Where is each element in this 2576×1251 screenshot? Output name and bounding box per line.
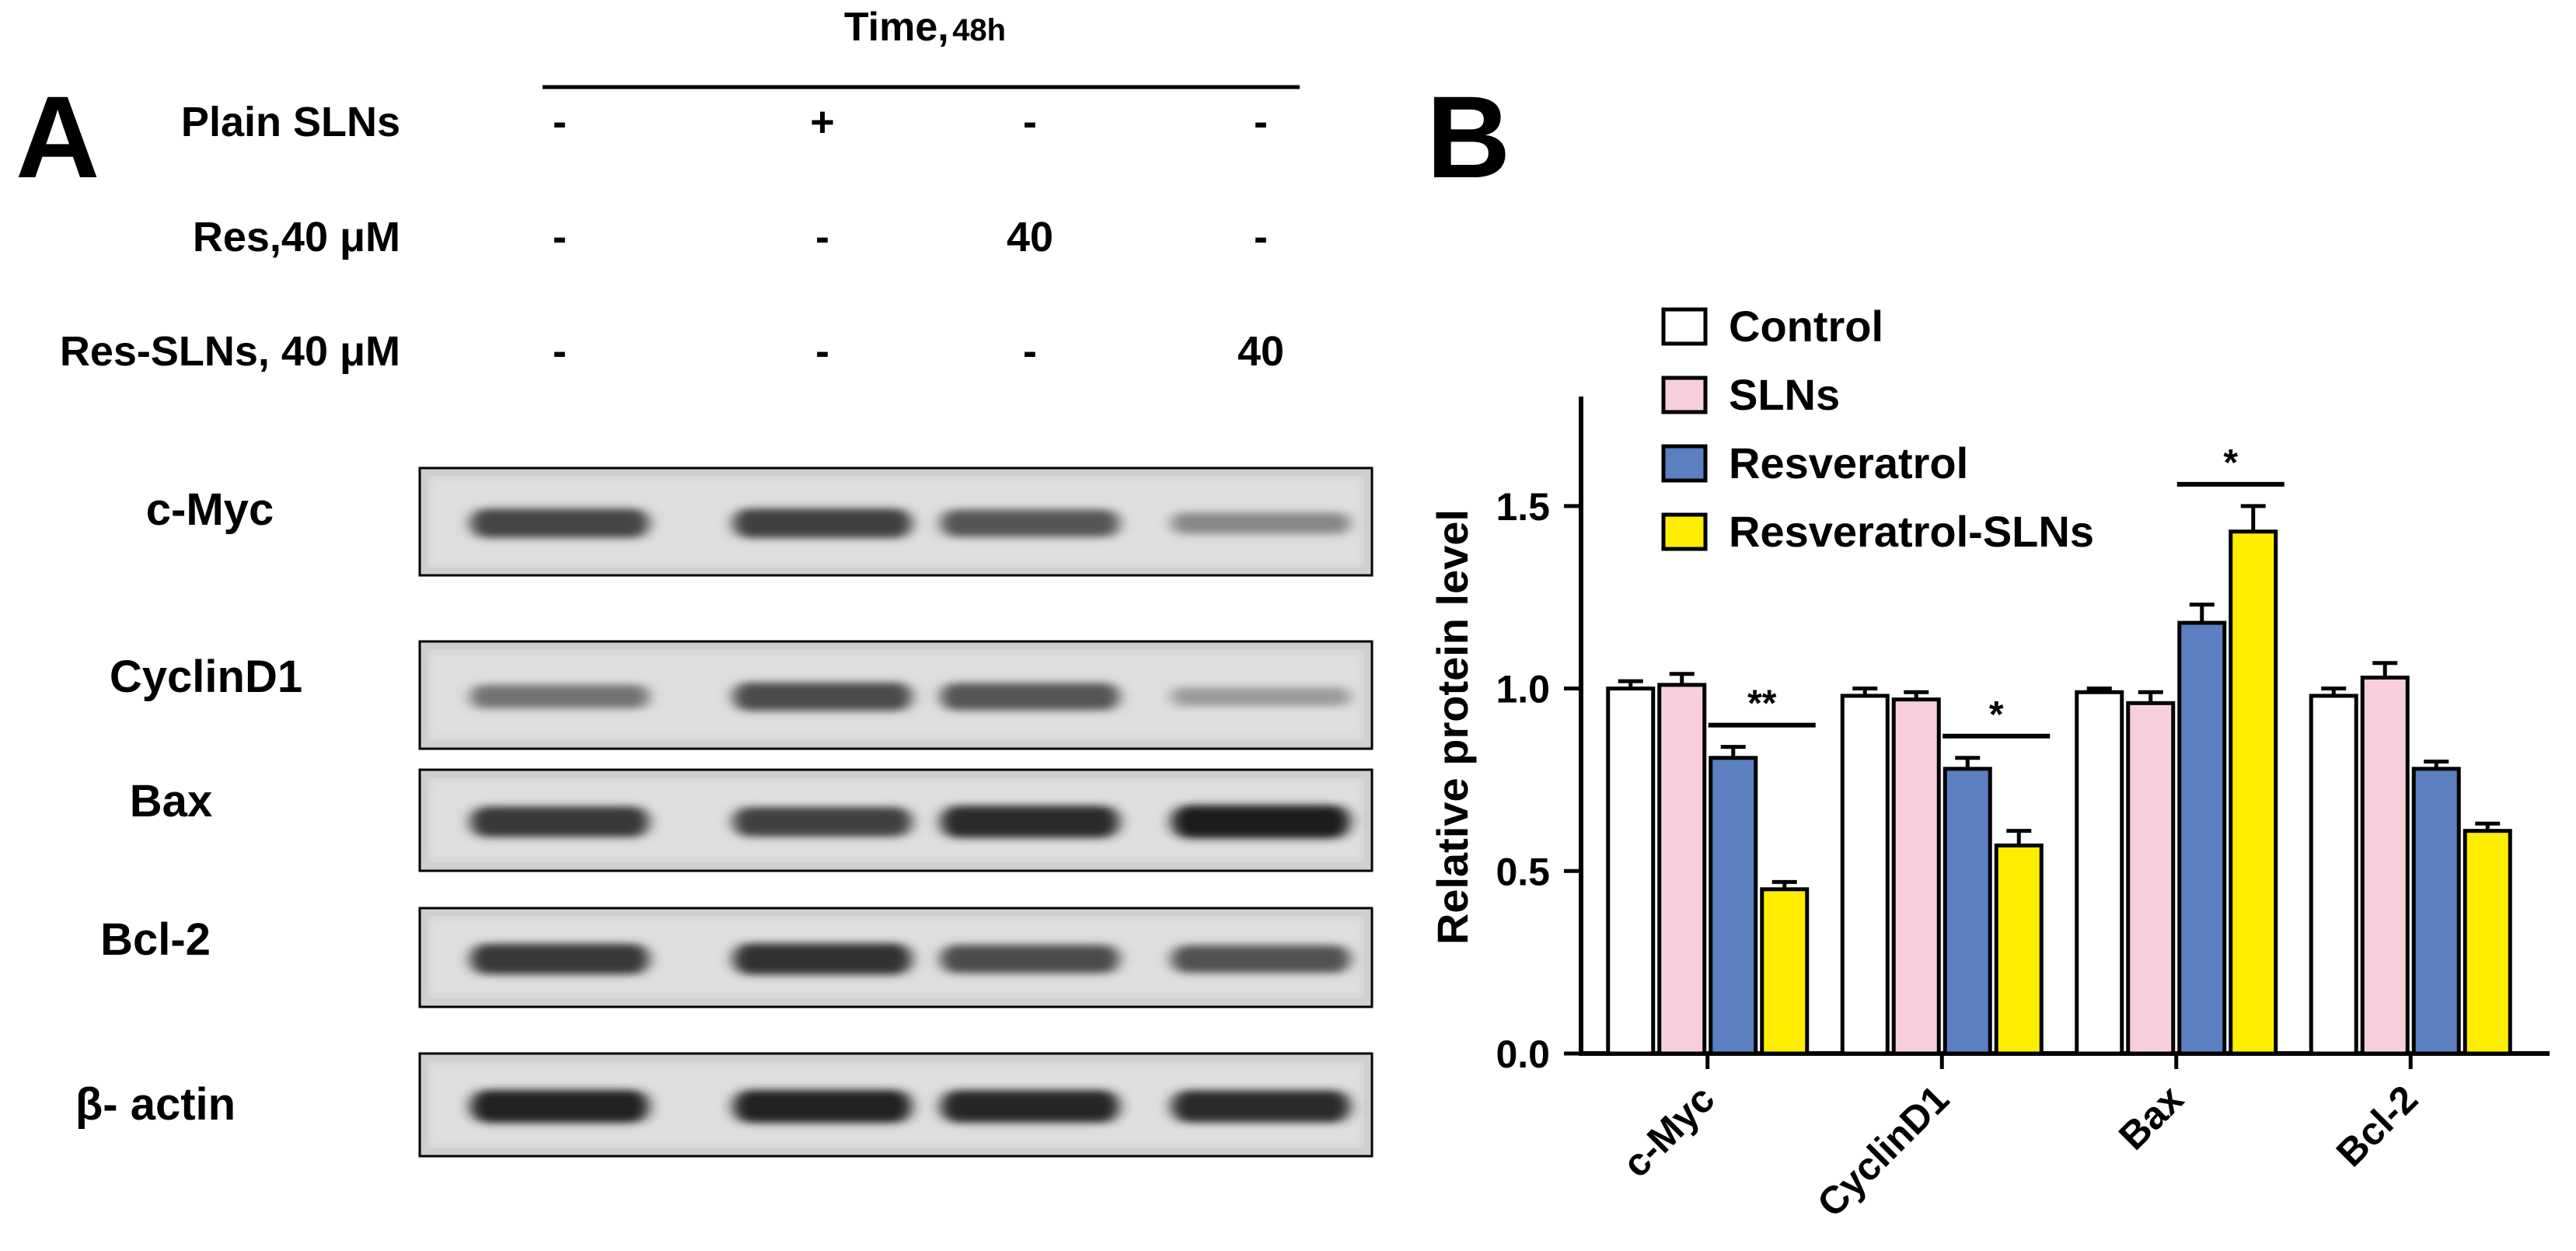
treatment-value: -	[815, 328, 829, 375]
legend-swatch	[1661, 307, 1708, 346]
blot-label: c-Myc	[146, 484, 274, 535]
blot-frame	[418, 768, 1374, 872]
treatment-value: 40	[1007, 214, 1053, 260]
treatment-label: Res,40 μM	[193, 214, 400, 260]
treatment-label: Plain SLNs	[181, 99, 400, 145]
blot-label: β- actin	[75, 1079, 236, 1130]
time-header: Time, 48h	[844, 5, 1006, 50]
blot-label: Bcl-2	[100, 914, 211, 965]
blot-band	[733, 508, 912, 538]
bar	[2411, 767, 2461, 1056]
y-tick-label: 1.5	[1496, 485, 1550, 529]
treatment-value: 40	[1237, 328, 1284, 375]
blot-band	[1171, 687, 1350, 707]
blot-band	[470, 508, 649, 538]
blot-band	[733, 943, 912, 975]
treatment-value: -	[1254, 214, 1268, 260]
blot-band	[941, 945, 1119, 973]
x-tick-label: CyclinD1	[1809, 1077, 1957, 1225]
y-tick-label: 0.5	[1496, 850, 1550, 893]
bar	[2229, 529, 2278, 1056]
blot-label: CyclinD1	[110, 652, 302, 702]
treatment-table: Plain SLNs - + - - Res,40 μM - - 40 - Res-SLNs, 40…	[60, 99, 1284, 375]
y-tick-label: 1.0	[1496, 668, 1550, 711]
western-blot-panel: c-Myc CyclinD1 Bax Bcl-2 β- actin	[75, 467, 1374, 1158]
legend-label: Resveratrol-SLNs	[1729, 507, 2094, 556]
blot-band	[1171, 1090, 1350, 1123]
blot-band	[733, 1089, 912, 1123]
time-header-label: Time,	[844, 5, 949, 50]
bar	[2126, 701, 2176, 1056]
treatment-value: -	[553, 328, 567, 375]
legend-label: SLNs	[1729, 370, 1840, 419]
bar	[1760, 887, 1810, 1056]
blot-band	[941, 1090, 1119, 1123]
blot-band	[1171, 805, 1350, 839]
x-tick-label: c-Myc	[1614, 1077, 1723, 1186]
bar	[1606, 687, 1656, 1056]
legend-swatch	[1661, 444, 1708, 483]
x-tick-label: Bax	[2110, 1077, 2192, 1158]
blot-frame	[418, 907, 1374, 1008]
bar	[1709, 756, 1758, 1056]
treatment-value: -	[553, 99, 567, 145]
blot-band	[470, 1089, 649, 1123]
treatment-value: -	[553, 214, 567, 260]
bar	[1840, 694, 1890, 1056]
treatment-value: +	[810, 99, 835, 145]
blot-row: c-Myc	[146, 467, 1374, 577]
blot-band	[1171, 512, 1350, 534]
panel-b-letter: B	[1426, 72, 1510, 202]
blot-frame	[418, 1052, 1374, 1158]
blot-band	[941, 683, 1119, 711]
treatment-label: Res-SLNs, 40 μM	[60, 328, 400, 375]
bar	[2360, 675, 2410, 1056]
blot-row: β- actin	[75, 1052, 1374, 1158]
blot-band	[733, 682, 912, 711]
legend-swatch	[1661, 512, 1708, 551]
bar	[1891, 697, 1941, 1056]
blot-band	[470, 806, 649, 837]
y-axis-label: Relative protein level	[1428, 509, 1477, 945]
significance-label: *	[2223, 442, 2238, 484]
y-tick-label: 0.0	[1496, 1033, 1550, 1076]
treatment-value: -	[1023, 99, 1037, 145]
bar	[2075, 690, 2124, 1056]
x-tick-label: Bcl-2	[2328, 1077, 2426, 1175]
significance-label: **	[1747, 683, 1777, 725]
bar	[1657, 683, 1707, 1056]
time-header-duration: 48h	[952, 13, 1006, 47]
bar-chart: 0.0 0.5 1.0 1.5 Relative protein level c-Myc C…	[1428, 302, 2550, 1225]
blot-band	[470, 684, 649, 709]
bar	[2177, 620, 2227, 1056]
blot-label: Bax	[130, 776, 212, 826]
bar	[2463, 829, 2512, 1056]
blot-band	[733, 807, 912, 837]
blot-band	[941, 509, 1119, 537]
treatment-value: -	[815, 214, 829, 260]
bar	[2309, 694, 2358, 1056]
bar	[1994, 843, 2044, 1056]
blot-row: Bcl-2	[100, 907, 1374, 1008]
legend-swatch	[1661, 376, 1708, 414]
blot-frame	[418, 640, 1374, 750]
blot-row: Bax	[130, 768, 1374, 872]
blot-band	[941, 805, 1119, 838]
legend-label: Control	[1729, 302, 1883, 351]
significance-label: *	[1989, 694, 2004, 736]
bar	[1942, 767, 1992, 1056]
legend-label: Resveratrol	[1729, 439, 1968, 487]
blot-row: CyclinD1	[110, 640, 1374, 750]
blot-band	[1171, 945, 1350, 973]
treatment-value: -	[1023, 328, 1037, 375]
blot-frame	[418, 467, 1374, 577]
blot-band	[470, 943, 649, 975]
panel-a-letter: A	[16, 72, 99, 202]
treatment-value: -	[1254, 99, 1268, 145]
